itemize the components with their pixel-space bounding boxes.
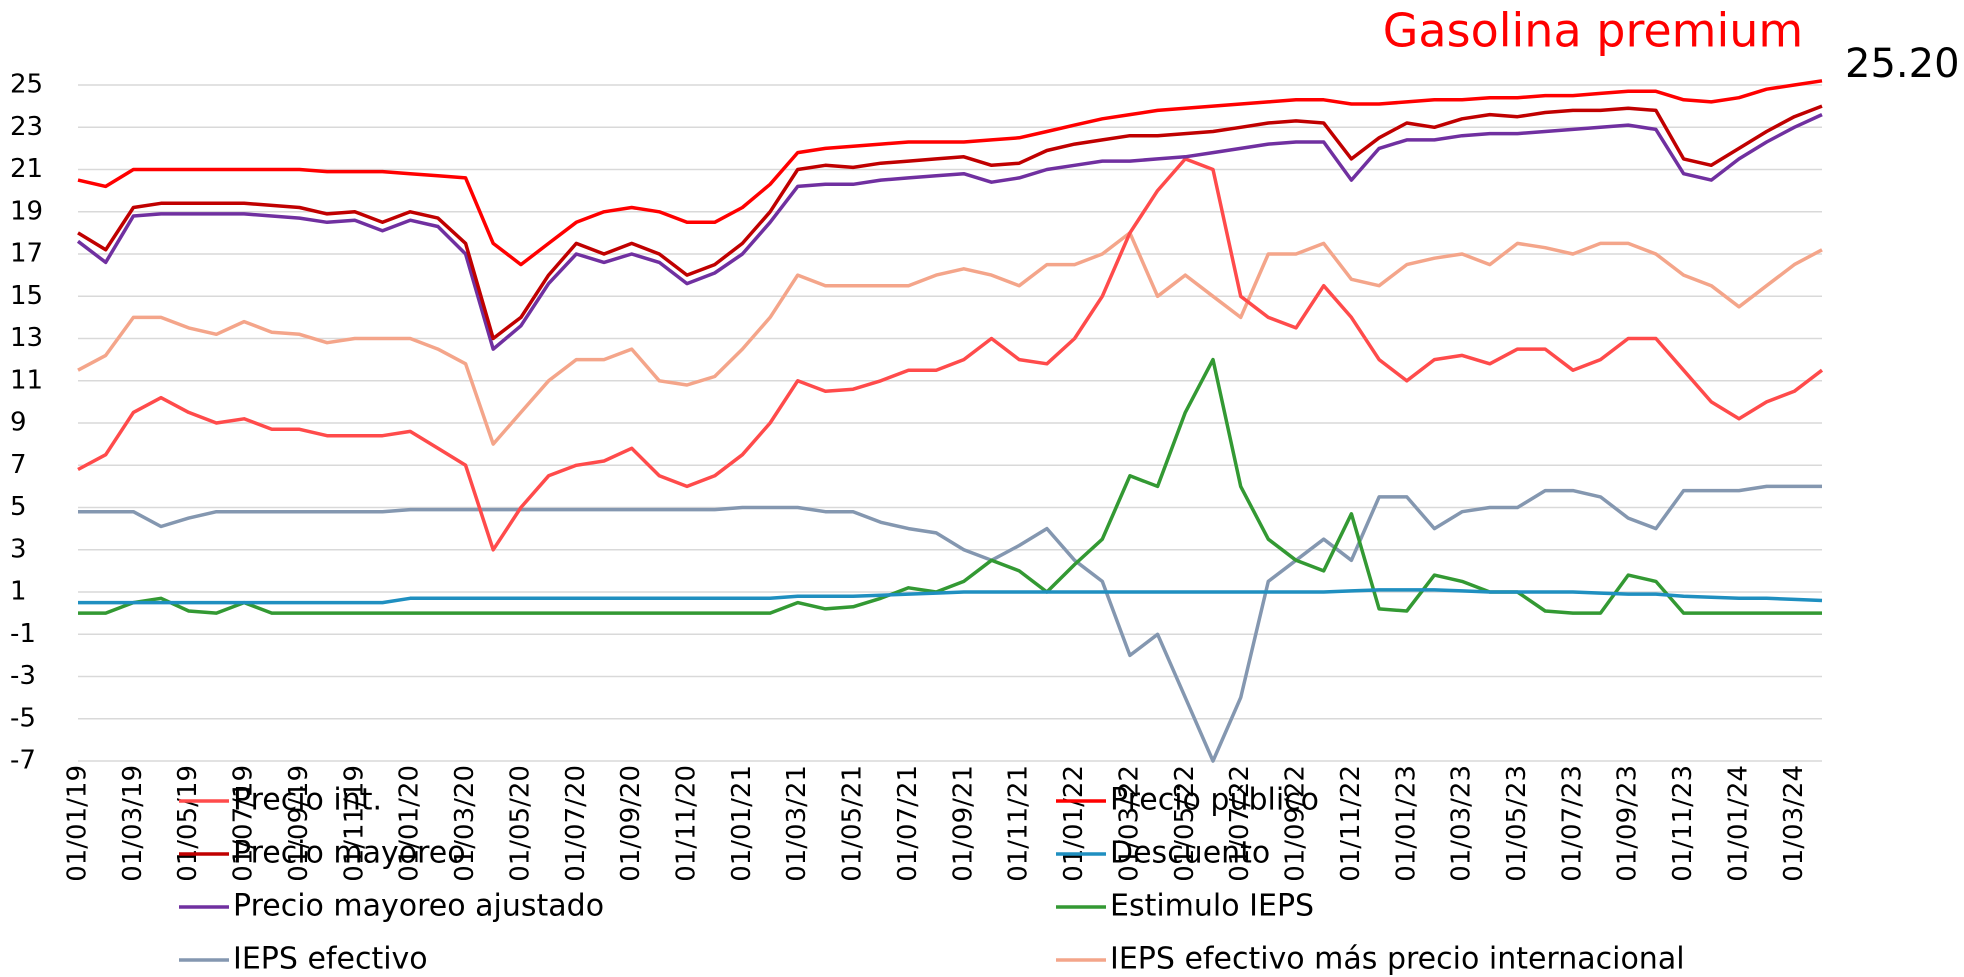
y-tick-label: 11 [10, 365, 43, 395]
y-tick-label: -1 [10, 619, 36, 649]
x-tick-label: 01/07/21 [893, 765, 923, 882]
x-tick-label: 01/05/19 [173, 765, 203, 882]
x-tick-label: 01/11/22 [1336, 765, 1366, 882]
x-tick-label: 01/01/20 [395, 765, 425, 882]
x-tick-label: 01/09/22 [1281, 765, 1311, 882]
y-tick-label: 17 [10, 239, 43, 269]
x-tick-label: 01/03/21 [782, 765, 812, 882]
y-tick-label: 1 [10, 577, 27, 607]
legend-item: IEPS efectivo más precio internacional [1056, 942, 1685, 977]
legend-item: Precio público [1056, 783, 1319, 818]
x-tick-label: 01/09/21 [948, 765, 978, 882]
legend-label: Precio público [1110, 783, 1319, 818]
legend-item: Descuento [1056, 836, 1270, 871]
y-tick-label: 7 [10, 450, 27, 480]
x-tick-label: 01/03/23 [1447, 765, 1477, 882]
x-tick-label: 01/07/20 [561, 765, 591, 882]
x-tick-label: 01/07/23 [1557, 765, 1587, 882]
x-tick-label: 01/07/22 [1225, 765, 1255, 882]
y-tick-label: -3 [10, 661, 36, 691]
x-tick-label: 01/09/23 [1613, 765, 1643, 882]
annotation: 25.20 [1845, 41, 1960, 87]
y-tick-label: 9 [10, 408, 27, 438]
x-tick-label: 01/03/24 [1779, 765, 1809, 882]
x-tick-label: 01/03/19 [118, 765, 148, 882]
series-line [77, 79, 1823, 267]
x-tick-label: 01/09/19 [284, 765, 314, 882]
y-tick-label: 13 [10, 323, 43, 353]
series-line [76, 113, 1823, 351]
x-tick-label: 01/01/24 [1723, 765, 1753, 882]
y-tick-label: 23 [10, 112, 43, 142]
x-tick-label: 01/05/23 [1502, 765, 1532, 882]
y-tick-label: -7 [10, 746, 36, 776]
legend-item: Precio mayoreo ajustado [179, 889, 604, 924]
legend-label: IEPS efectivo más precio internacional [1110, 942, 1685, 977]
y-tick-label: 5 [10, 492, 27, 522]
legend-label: Precio mayoreo ajustado [233, 889, 604, 924]
y-tick-label: 3 [10, 534, 27, 564]
x-tick-label: 01/05/21 [838, 765, 868, 882]
legend-label: Precio int. [233, 783, 382, 818]
y-tick-label: 19 [10, 196, 43, 226]
legend-item: Precio int. [179, 783, 382, 818]
series-line [77, 104, 1823, 341]
series-line [78, 588, 1823, 605]
x-tick-label: 01/05/22 [1170, 765, 1200, 882]
legend-label: Estimulo IEPS [1110, 889, 1314, 924]
y-tick-label: 15 [10, 281, 43, 311]
y-tick-label: 21 [10, 154, 43, 184]
x-tick-label: 01/01/22 [1059, 765, 1089, 882]
legend-label: Descuento [1110, 836, 1270, 871]
x-tick-label: 01/03/20 [450, 765, 480, 882]
series-line [77, 157, 1824, 552]
x-tick-label: 01/11/20 [672, 765, 702, 882]
y-tick-label: 25 [10, 70, 43, 100]
x-tick-label: 01/05/20 [505, 765, 535, 882]
x-tick-label: 01/01/19 [63, 765, 93, 882]
series-line [77, 231, 1823, 446]
x-tick-label: 01/07/19 [229, 765, 259, 882]
legend-label: IEPS efectivo [233, 942, 428, 977]
series-line [78, 357, 1822, 615]
y-tick-label: -5 [10, 703, 36, 733]
legend-item: Precio mayoreo [179, 836, 466, 871]
x-tick-label: 01/11/19 [339, 765, 369, 882]
chart-title: Gasolina premium [1383, 4, 1803, 58]
x-tick-label: 01/11/21 [1004, 765, 1034, 882]
x-tick-label: 01/11/23 [1668, 765, 1698, 882]
series-line [78, 484, 1822, 763]
x-tick-label: 01/01/21 [727, 765, 757, 882]
x-tick-label: 01/09/20 [616, 765, 646, 882]
legend-item: IEPS efectivo [179, 942, 428, 977]
x-tick-label: 01/01/23 [1391, 765, 1421, 882]
legend-item: Estimulo IEPS [1056, 889, 1314, 924]
x-tick-label: 01/03/22 [1114, 765, 1144, 882]
legend-label: Precio mayoreo [233, 836, 466, 871]
